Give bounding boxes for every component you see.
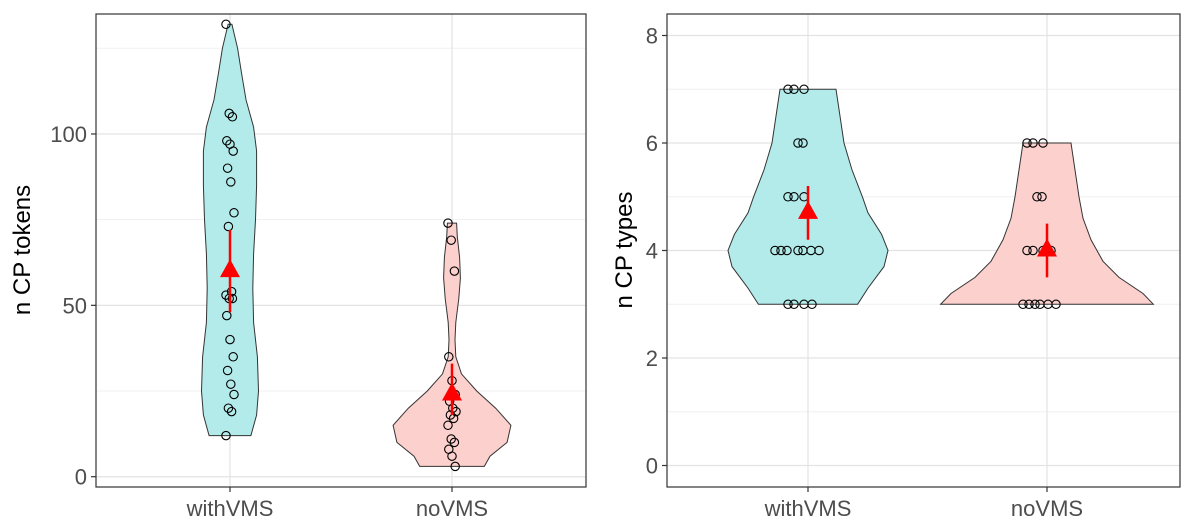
data-point <box>1030 299 1040 310</box>
plot-background <box>96 14 586 487</box>
y-tick-label: 50 <box>63 293 87 318</box>
data-point <box>443 218 453 228</box>
data-point <box>799 84 809 95</box>
data-point <box>221 430 231 441</box>
x-tick-label-noVMS: noVMS <box>1011 496 1083 521</box>
data-point <box>793 138 803 148</box>
data-point <box>228 146 238 156</box>
data-point <box>1022 245 1032 256</box>
data-point <box>222 136 232 146</box>
data-point <box>448 413 459 424</box>
violin-noVMS <box>392 222 512 467</box>
mean-marker <box>798 200 818 219</box>
data-point <box>225 334 235 345</box>
data-point <box>222 365 233 376</box>
data-point <box>223 403 234 413</box>
data-point <box>221 19 231 30</box>
data-point <box>229 389 239 400</box>
data-point <box>450 461 460 472</box>
mean-marker <box>220 259 240 278</box>
x-tick-label-noVMS: noVMS <box>416 496 488 521</box>
y-tick-label: 6 <box>646 131 658 156</box>
data-point <box>449 437 460 448</box>
y-tick-label: 0 <box>75 465 87 490</box>
data-point <box>1038 138 1048 148</box>
panel-tokens: 0 50 100 withVMS noVMS n CP tokens <box>9 13 587 521</box>
data-point <box>227 293 238 304</box>
data-point <box>226 177 236 187</box>
data-point <box>222 310 232 321</box>
data-point <box>226 406 237 417</box>
data-point <box>814 245 824 256</box>
y-tick-label: 4 <box>646 239 658 264</box>
data-point <box>776 245 786 256</box>
data-point <box>224 108 234 119</box>
data-point <box>228 352 238 362</box>
data-point <box>446 235 456 245</box>
data-point <box>1022 138 1032 148</box>
data-point <box>226 379 236 389</box>
data-point <box>789 84 799 95</box>
data-point <box>229 208 239 218</box>
data-point <box>1028 138 1038 148</box>
data-point <box>782 245 792 256</box>
data-point <box>807 299 817 310</box>
data-point <box>447 451 457 461</box>
y-axis-title: n CP tokens <box>9 185 36 315</box>
data-point <box>1032 192 1042 202</box>
data-point <box>783 192 793 202</box>
data-point <box>449 266 460 276</box>
y-tick-label: 8 <box>646 24 658 49</box>
data-point <box>223 221 234 232</box>
data-point <box>789 299 799 310</box>
y-tick-label: 100 <box>50 122 87 147</box>
data-point <box>1028 245 1038 256</box>
panel-border <box>95 13 587 488</box>
mean-marker <box>1037 238 1057 257</box>
data-point <box>1018 299 1028 310</box>
data-point <box>222 163 233 173</box>
data-point <box>1024 299 1034 310</box>
data-point <box>798 138 808 148</box>
y-axis-title: n CP types <box>611 192 638 309</box>
data-point <box>770 245 780 256</box>
data-point <box>783 299 793 310</box>
data-point <box>789 192 799 202</box>
data-point <box>1051 299 1061 310</box>
mean-marker <box>442 382 462 401</box>
y-tick-label: 0 <box>646 454 658 479</box>
panel-types: 0 2 4 6 8 withVMS noVMS n CP types <box>611 13 1181 521</box>
data-point <box>444 352 454 362</box>
x-tick-label-withVMS: withVMS <box>186 496 274 521</box>
data-point <box>793 245 803 256</box>
data-point <box>1037 192 1047 202</box>
data-point <box>227 112 238 122</box>
data-point <box>446 434 456 444</box>
y-tick-label: 2 <box>646 346 658 371</box>
x-tick-label-withVMS: withVMS <box>764 496 852 521</box>
data-point <box>783 84 793 95</box>
data-point <box>445 410 456 420</box>
data-point <box>443 420 453 431</box>
